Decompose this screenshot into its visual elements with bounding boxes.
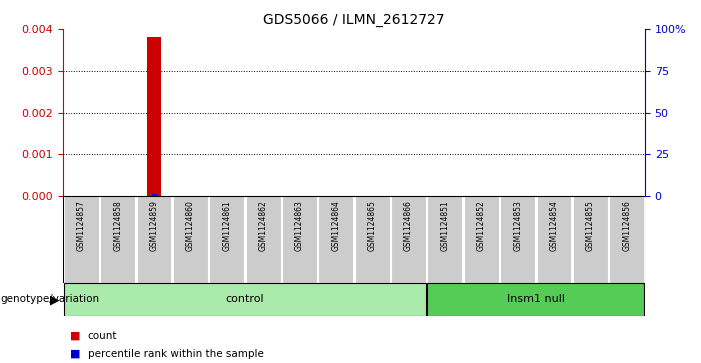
Text: count: count bbox=[88, 331, 117, 341]
Bar bbox=[173, 196, 207, 283]
Bar bbox=[147, 37, 161, 196]
Bar bbox=[100, 196, 135, 283]
Text: GSM1124854: GSM1124854 bbox=[550, 200, 559, 251]
Text: genotype/variation: genotype/variation bbox=[0, 294, 99, 305]
Bar bbox=[137, 196, 172, 283]
Text: GSM1124856: GSM1124856 bbox=[622, 200, 631, 251]
Text: GSM1124865: GSM1124865 bbox=[368, 200, 376, 251]
Bar bbox=[355, 196, 390, 283]
Bar bbox=[282, 196, 317, 283]
Bar bbox=[464, 196, 498, 283]
Text: control: control bbox=[226, 294, 264, 305]
Bar bbox=[536, 196, 571, 283]
Bar bbox=[391, 196, 426, 283]
Bar bbox=[64, 283, 426, 316]
Text: GSM1124863: GSM1124863 bbox=[295, 200, 304, 251]
Text: GSM1124852: GSM1124852 bbox=[477, 200, 486, 251]
Text: percentile rank within the sample: percentile rank within the sample bbox=[88, 349, 264, 359]
Text: GSM1124855: GSM1124855 bbox=[586, 200, 595, 251]
Bar bbox=[501, 196, 535, 283]
Text: GSM1124860: GSM1124860 bbox=[186, 200, 195, 251]
Bar bbox=[245, 196, 280, 283]
Text: ■: ■ bbox=[70, 331, 81, 341]
Bar bbox=[573, 196, 608, 283]
Bar bbox=[318, 196, 353, 283]
Text: GSM1124858: GSM1124858 bbox=[113, 200, 122, 251]
Bar bbox=[609, 196, 644, 283]
Text: GSM1124859: GSM1124859 bbox=[149, 200, 158, 251]
Bar bbox=[428, 283, 644, 316]
Text: GSM1124866: GSM1124866 bbox=[404, 200, 413, 251]
Text: GSM1124851: GSM1124851 bbox=[440, 200, 449, 251]
Title: GDS5066 / ILMN_2612727: GDS5066 / ILMN_2612727 bbox=[264, 13, 444, 26]
Bar bbox=[428, 196, 463, 283]
Bar bbox=[210, 196, 244, 283]
Text: ▶: ▶ bbox=[50, 293, 60, 306]
Text: ■: ■ bbox=[70, 349, 81, 359]
Text: Insm1 null: Insm1 null bbox=[507, 294, 565, 305]
Bar bbox=[64, 196, 99, 283]
Text: GSM1124864: GSM1124864 bbox=[332, 200, 340, 251]
Text: GSM1124857: GSM1124857 bbox=[77, 200, 86, 251]
Text: GSM1124853: GSM1124853 bbox=[513, 200, 522, 251]
Text: GSM1124861: GSM1124861 bbox=[222, 200, 231, 251]
Text: GSM1124862: GSM1124862 bbox=[259, 200, 268, 251]
